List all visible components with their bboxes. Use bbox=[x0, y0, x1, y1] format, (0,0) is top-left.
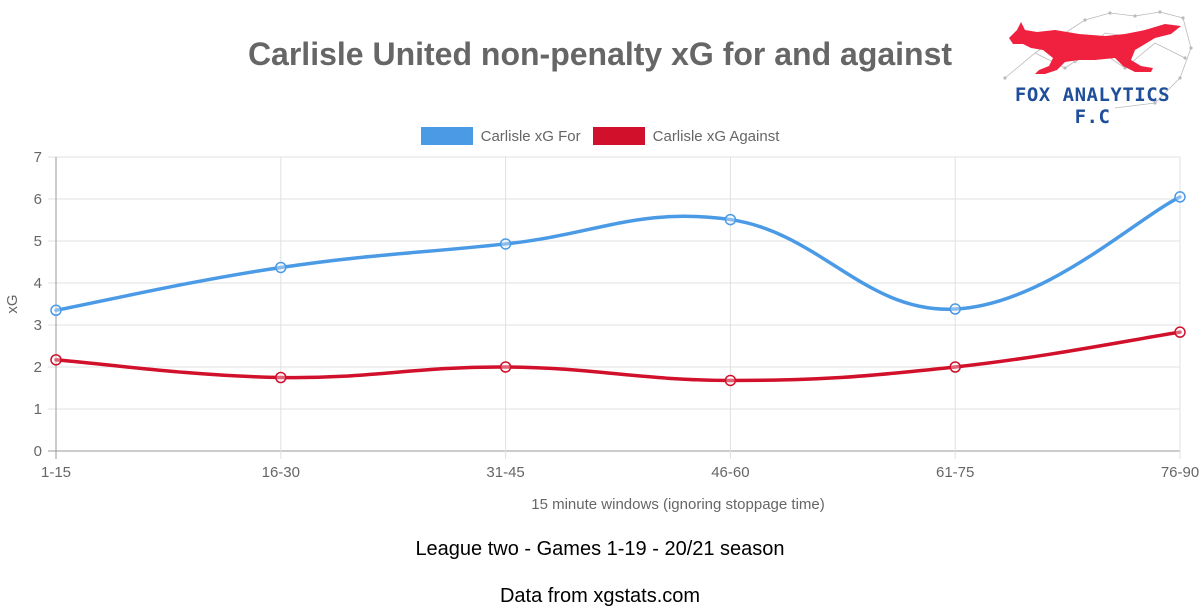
data-point-1 bbox=[949, 361, 961, 373]
data-point-0 bbox=[949, 303, 961, 315]
x-tick-label: 61-75 bbox=[936, 464, 974, 481]
series-line-0 bbox=[54, 195, 1182, 313]
data-point-1 bbox=[1174, 326, 1186, 338]
data-point-0 bbox=[499, 238, 512, 250]
y-tick-label: 1 bbox=[34, 401, 42, 418]
data-point-0 bbox=[1174, 191, 1186, 203]
x-tick-label: 16-30 bbox=[262, 464, 300, 481]
logo-text: FOX ANALYTICS F.C bbox=[1014, 84, 1171, 128]
data-point-0 bbox=[275, 261, 287, 274]
y-tick-label: 7 bbox=[34, 149, 42, 166]
chart-legend: Carlisle xG For Carlisle xG Against bbox=[0, 127, 1200, 145]
y-tick-label: 4 bbox=[34, 275, 42, 292]
chart-title: Carlisle United non-penalty xG for and a… bbox=[247, 36, 953, 72]
y-tick-label: 0 bbox=[34, 443, 42, 460]
x-tick-label: 76-90 bbox=[1161, 464, 1199, 481]
y-axis-label: xG bbox=[4, 294, 21, 313]
fox-logo-icon bbox=[1003, 10, 1193, 109]
data-point-0 bbox=[724, 213, 737, 226]
data-point-1 bbox=[724, 374, 737, 387]
y-tick-label: 5 bbox=[34, 233, 42, 250]
data-point-1 bbox=[499, 361, 512, 373]
y-tick-label: 3 bbox=[34, 317, 42, 334]
legend-label-for: Carlisle xG For bbox=[480, 127, 581, 145]
footer-season: League two - Games 1-19 - 20/21 season bbox=[415, 538, 785, 560]
legend-swatch-against bbox=[592, 127, 645, 145]
x-tick-label: 31-45 bbox=[486, 464, 524, 481]
y-tick-label: 6 bbox=[34, 191, 42, 208]
x-axis-label: 15 minute windows (ignoring stoppage tim… bbox=[531, 496, 825, 513]
x-tick-label: 46-60 bbox=[711, 464, 749, 481]
legend-label-against: Carlisle xG Against bbox=[652, 127, 780, 145]
y-tick-label: 2 bbox=[34, 359, 42, 376]
data-point-0 bbox=[50, 304, 62, 317]
x-tick-label: 1-15 bbox=[41, 464, 71, 481]
data-point-1 bbox=[50, 354, 62, 366]
legend-item-against[interactable]: Carlisle xG Against bbox=[592, 127, 780, 145]
legend-item-for[interactable]: Carlisle xG For bbox=[420, 127, 581, 145]
fox-silhouette bbox=[1009, 22, 1181, 74]
legend-swatch-for bbox=[420, 127, 473, 145]
series-line-1 bbox=[54, 330, 1182, 383]
footer-source: Data from xgstats.com bbox=[499, 585, 701, 607]
data-point-1 bbox=[275, 371, 287, 384]
